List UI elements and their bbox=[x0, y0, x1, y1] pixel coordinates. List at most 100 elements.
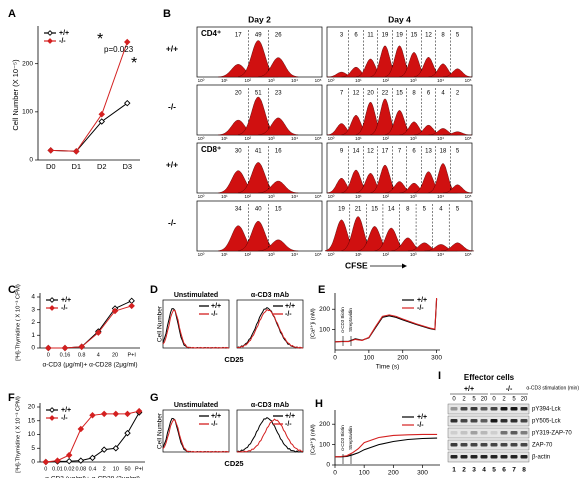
y-axis-label: [Ca²⁺]i (nM) bbox=[310, 308, 317, 339]
band bbox=[510, 431, 518, 435]
marker bbox=[124, 38, 131, 46]
y-tick-label: 5 bbox=[31, 445, 35, 452]
time-label: 0 bbox=[452, 397, 456, 403]
peak-percent: 14 bbox=[353, 149, 360, 155]
marker bbox=[95, 329, 102, 336]
panel-label: E bbox=[318, 284, 325, 296]
peak-percent: 15 bbox=[371, 207, 378, 213]
histogram-peak bbox=[258, 117, 299, 136]
x-tick-label: 200 bbox=[388, 470, 399, 477]
genotype-label: -/- bbox=[506, 386, 513, 393]
x-tick-label: 20 bbox=[112, 352, 118, 358]
band bbox=[450, 419, 458, 423]
x-tick-label: 10¹ bbox=[355, 194, 362, 199]
x-tick-label: 10⁴ bbox=[437, 194, 444, 199]
band bbox=[480, 419, 488, 423]
series-line bbox=[334, 433, 438, 458]
peak-percent: 16 bbox=[275, 149, 282, 155]
peak-percent: 12 bbox=[367, 149, 374, 155]
histogram-curve bbox=[162, 417, 230, 453]
y-tick-label: 15 bbox=[28, 417, 36, 424]
x-tick-label: P+I bbox=[135, 466, 144, 472]
x-axis-label: CFSE bbox=[345, 260, 368, 270]
lane-number: 7 bbox=[512, 467, 516, 474]
peak-percent: 18 bbox=[440, 149, 447, 155]
x-tick-label: 50 bbox=[124, 466, 130, 472]
x-tick-label: 10¹ bbox=[355, 78, 362, 83]
series-line bbox=[50, 102, 128, 152]
x-tick-label: 10⁰ bbox=[328, 252, 335, 257]
x-tick-label: 10¹ bbox=[221, 194, 228, 199]
legend-label: -/- bbox=[61, 415, 68, 422]
genotype-label: +/+ bbox=[464, 386, 474, 393]
peak-percent: 15 bbox=[275, 207, 282, 213]
x-tick-label: 200 bbox=[397, 355, 408, 362]
histogram-peak bbox=[258, 180, 299, 194]
band bbox=[490, 455, 498, 459]
band bbox=[480, 455, 488, 459]
row-label: β-actin bbox=[532, 455, 550, 461]
legend-label: +/+ bbox=[61, 297, 71, 304]
marker bbox=[42, 458, 50, 466]
legend-label: +/+ bbox=[417, 297, 427, 304]
marker bbox=[73, 148, 80, 155]
x-tick-label: 0 bbox=[333, 470, 337, 477]
x-tick-label: 10⁴ bbox=[437, 136, 444, 141]
band bbox=[500, 443, 508, 447]
blot-strip bbox=[447, 403, 530, 415]
histogram-curve bbox=[236, 308, 304, 349]
peak-percent: 9 bbox=[340, 149, 344, 155]
y-tick-label: 10 bbox=[28, 431, 36, 438]
x-tick-label: 0 bbox=[47, 352, 50, 358]
annotation: α-CD3 Biotin bbox=[340, 307, 345, 333]
y-axis-label: Cell Number bbox=[157, 412, 164, 449]
marker bbox=[112, 410, 120, 418]
peak-percent: 13 bbox=[425, 149, 432, 155]
x-tick-label: 0 bbox=[44, 466, 47, 472]
x-tick-label: 10⁰ bbox=[198, 78, 205, 83]
histogram-curve bbox=[236, 418, 304, 453]
x-axis-label: CD25 bbox=[224, 459, 243, 468]
band bbox=[510, 455, 518, 459]
x-tick-label: 10² bbox=[245, 136, 252, 141]
blot-title: Effector cells bbox=[464, 373, 515, 382]
x-tick-label: 10¹ bbox=[221, 252, 228, 257]
x-tick-label: 10¹ bbox=[355, 136, 362, 141]
time-label: 2 bbox=[502, 397, 506, 403]
peak-percent: 8 bbox=[441, 33, 445, 39]
y-tick-label: 100 bbox=[319, 441, 330, 448]
y-tick-label: 1 bbox=[31, 332, 35, 339]
lane-number: 2 bbox=[462, 467, 466, 474]
time-label: 5 bbox=[512, 397, 516, 403]
histogram-peak bbox=[258, 239, 299, 252]
band bbox=[480, 431, 488, 435]
peak-percent: 17 bbox=[235, 33, 242, 39]
legend-label: +/+ bbox=[211, 303, 221, 310]
x-axis-label: Time (s) bbox=[376, 364, 400, 371]
band bbox=[450, 407, 458, 411]
marker bbox=[78, 343, 85, 350]
y-tick-label: 200 bbox=[319, 421, 330, 428]
x-tick-label: 10⁴ bbox=[437, 78, 444, 83]
panel-label: H bbox=[315, 398, 323, 410]
band bbox=[460, 431, 468, 435]
y-tick-label: 2 bbox=[31, 319, 35, 326]
y-axis-label: Cell Number bbox=[157, 305, 164, 342]
band bbox=[470, 443, 478, 447]
peak-percent: 12 bbox=[353, 91, 360, 97]
legend-marker bbox=[47, 38, 53, 44]
x-tick-label: 10⁰ bbox=[198, 252, 205, 257]
peak-percent: 6 bbox=[354, 33, 358, 39]
peak-percent: 15 bbox=[396, 91, 403, 97]
marker bbox=[128, 297, 135, 305]
legend-label: -/- bbox=[417, 422, 424, 429]
panel-label: I bbox=[438, 370, 441, 382]
annotation: Streptavidin bbox=[348, 426, 353, 450]
marker bbox=[100, 410, 108, 418]
histogram-curve bbox=[236, 306, 304, 349]
x-tick-label: 4 bbox=[97, 352, 100, 358]
x-tick-label: D2 bbox=[97, 162, 107, 171]
marker bbox=[112, 445, 120, 452]
y-tick-label: 0 bbox=[31, 459, 35, 466]
